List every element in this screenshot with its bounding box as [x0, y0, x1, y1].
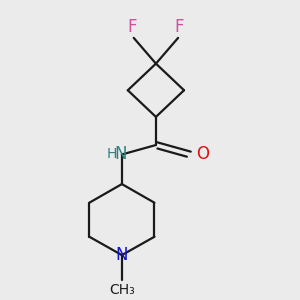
Text: N: N — [114, 146, 127, 164]
Text: F: F — [128, 17, 137, 35]
Text: O: O — [196, 146, 209, 164]
Text: N: N — [116, 246, 128, 264]
Text: F: F — [175, 17, 184, 35]
Text: CH₃: CH₃ — [109, 283, 135, 297]
Text: H: H — [106, 147, 117, 160]
